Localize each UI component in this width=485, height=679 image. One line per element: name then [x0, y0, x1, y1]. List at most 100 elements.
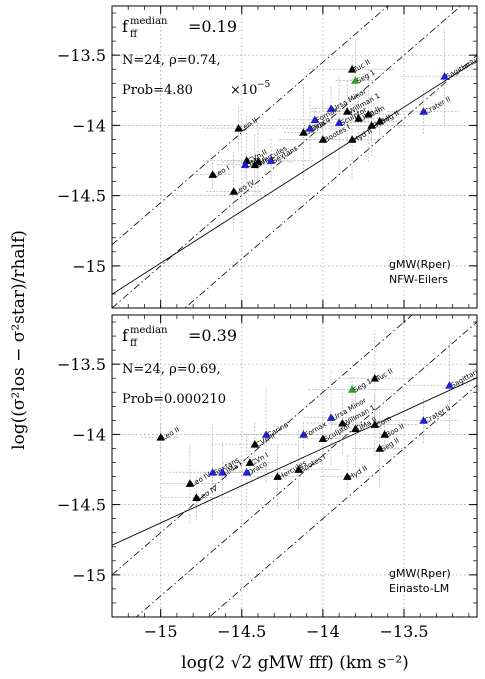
data-point: [326, 413, 336, 421]
data-point: [305, 124, 315, 132]
fff-value: =0.19: [188, 17, 237, 36]
x-tick-label: −14.5: [217, 622, 266, 641]
y-tick-label: −14.5: [57, 496, 106, 515]
point-label: Sagittarius: [445, 55, 482, 81]
data-point: [375, 116, 384, 125]
point-label: Sagittarius: [449, 364, 485, 390]
data-point: [156, 433, 165, 441]
data-point: [419, 416, 428, 424]
fit-line: [112, 59, 477, 295]
point-label: Leo I: [213, 164, 231, 179]
data-point: [364, 109, 373, 118]
plot-frame: [111, 314, 478, 618]
point-label: Hyd II: [352, 127, 374, 144]
point-label: Seg II: [380, 436, 401, 453]
data-point: [299, 430, 308, 438]
data-point: [318, 434, 328, 442]
data-point: [370, 374, 379, 382]
data-point: [440, 72, 449, 80]
fff-value: =0.39: [188, 326, 237, 345]
one-to-one-line: [184, 54, 477, 308]
one-to-one-line: [208, 384, 477, 617]
prob-text: Prob=0.000210: [122, 392, 226, 407]
data-point: [354, 114, 363, 122]
data-point: [310, 115, 319, 124]
data-point: [419, 107, 428, 115]
fff-label: f: [122, 17, 129, 36]
data-point: [242, 468, 251, 476]
y-tick-label: −15: [72, 257, 106, 276]
fff-subscript: ff: [130, 29, 138, 40]
data-point: [218, 468, 227, 476]
point-label: Com: [375, 414, 393, 429]
data-point: [240, 160, 250, 169]
point-label: Seg 1: [352, 377, 373, 394]
data-point: [380, 430, 389, 438]
one-to-one-line: [112, 6, 389, 246]
n-rho-text: N=24, ρ=0.69,: [122, 362, 221, 377]
y-tick-label: −13.5: [57, 46, 106, 65]
prob-exponent: ×10: [230, 83, 257, 98]
y-tick-label: −14.5: [57, 187, 106, 206]
y-axis-label: log((σ²los − σ²star)/rhalf): [9, 230, 29, 450]
model-sublabel: Einasto-LM: [389, 582, 449, 595]
data-point: [326, 104, 336, 112]
fff-superscript: median: [130, 325, 168, 336]
data-point: [229, 187, 238, 195]
data-point: [185, 479, 195, 487]
data-point: [351, 424, 360, 433]
fit-line: [112, 377, 477, 546]
y-tick-label: −14: [72, 116, 106, 135]
x-tick-label: −14: [306, 622, 340, 641]
fff-superscript: median: [130, 16, 168, 27]
x-tick-label: −15: [144, 622, 178, 641]
data-point: [375, 444, 384, 452]
point-label: Crater II: [423, 404, 452, 425]
data-point: [370, 420, 379, 428]
point-label: Leo IV: [234, 178, 257, 196]
data-point: [266, 156, 276, 164]
data-point: [351, 76, 360, 84]
x-tick-label: −13.5: [379, 622, 428, 641]
data-point: [347, 135, 357, 143]
y-tick-label: −14: [72, 425, 106, 444]
point-label: Leo II: [161, 426, 181, 442]
data-point: [343, 472, 352, 480]
data-point: [347, 385, 357, 393]
data-point: [343, 107, 352, 115]
data-point: [294, 465, 303, 473]
data-point: [338, 418, 347, 427]
data-point: [367, 121, 376, 129]
fff-label: f: [122, 326, 129, 345]
data-point: [273, 472, 282, 480]
model-label: gMW(Rper): [389, 258, 451, 271]
n-rho-text: N=24, ρ=0.74,: [122, 53, 221, 68]
data-point: [192, 493, 201, 501]
point-label: Tuc II: [374, 367, 394, 383]
one-to-one-line: [135, 321, 477, 617]
point-label: Hyd II: [347, 464, 369, 481]
plot-frame: [111, 5, 478, 309]
data-point: [347, 65, 357, 73]
point-label: Leo IV: [196, 485, 219, 503]
data-point: [334, 118, 344, 126]
data-point: [318, 135, 328, 143]
data-point: [253, 157, 263, 166]
y-tick-label: −15: [72, 566, 106, 585]
model-label: gMW(Rper): [389, 567, 451, 580]
data-point: [261, 430, 271, 438]
y-tick-label: −13.5: [57, 355, 106, 374]
data-point: [234, 124, 243, 132]
data-point: [208, 468, 217, 476]
one-to-one-line: [112, 315, 413, 576]
data-point: [250, 440, 259, 448]
model-sublabel: NFW-Eilers: [389, 273, 448, 286]
x-axis-label: log(2 √2 gMW fff) (km s⁻²): [181, 653, 409, 673]
data-point: [299, 128, 308, 136]
data-point: [245, 458, 255, 466]
point-label: Leo IV: [190, 471, 213, 489]
